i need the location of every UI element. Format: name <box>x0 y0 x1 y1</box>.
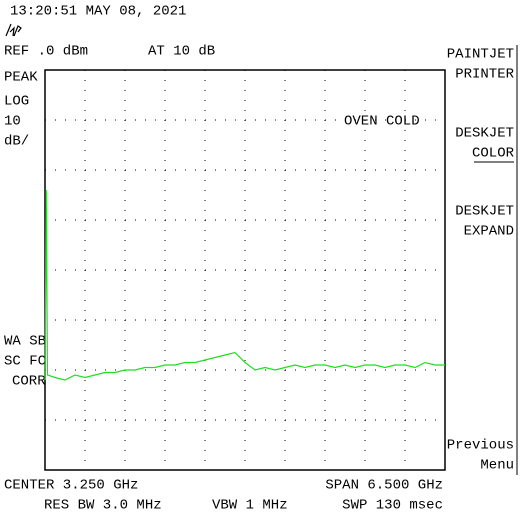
trace <box>44 189 445 381</box>
detector: PEAK <box>4 70 38 86</box>
flag: WA SB <box>4 334 46 350</box>
timestamp: 13:20:51 MAY 08, 2021 <box>10 4 186 20</box>
center-freq: CENTER 3.250 GHz <box>4 478 138 494</box>
softkey-label[interactable]: DESKJET <box>455 126 514 142</box>
softkey-label[interactable]: COLOR <box>472 146 515 162</box>
rbw: RES BW 3.0 MHz <box>44 498 162 514</box>
softkey-label[interactable]: DESKJET <box>455 204 514 220</box>
scale: LOG <box>4 94 29 110</box>
softkey-label[interactable]: Menu <box>480 458 514 474</box>
flag: CORR <box>12 374 46 390</box>
sweep: SWP 130 msec <box>342 498 443 514</box>
softkey-label[interactable]: Previous <box>447 438 514 454</box>
ref-level: REF .0 dBm <box>4 44 88 60</box>
graticule <box>45 70 445 470</box>
span: SPAN 6.500 GHz <box>325 478 443 494</box>
vbw: VBW 1 MHz <box>212 498 288 514</box>
trace-layer <box>44 189 445 381</box>
scale-unit: dB/ <box>4 134 29 150</box>
flag: SC FC <box>4 354 46 370</box>
softkey-label[interactable]: PAINTJET <box>447 47 514 63</box>
attenuation: AT 10 dB <box>148 44 215 60</box>
hp-logo <box>5 23 22 37</box>
status: OVEN COLD <box>344 114 420 130</box>
softkey-label[interactable]: PRINTER <box>455 67 514 83</box>
softkey-label[interactable]: EXPAND <box>464 224 514 240</box>
scale-value: 10 <box>4 114 21 130</box>
